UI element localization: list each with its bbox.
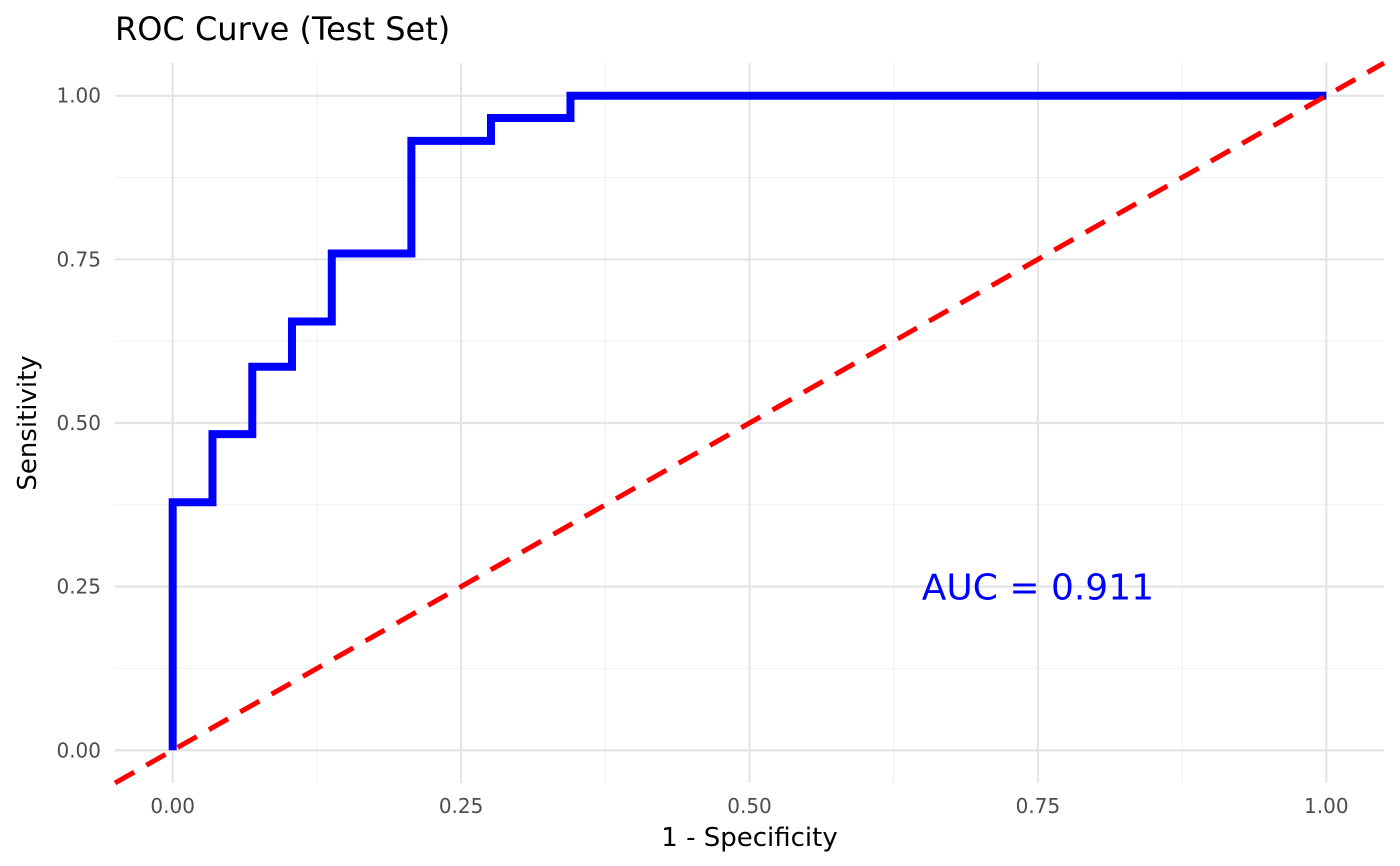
y-tick-label: 0.50 xyxy=(56,411,101,435)
roc-step-curve xyxy=(168,91,1327,751)
x-tick-label: 0.50 xyxy=(727,794,772,818)
x-tick-label: 0.00 xyxy=(150,794,195,818)
reference-diagonal-line xyxy=(113,60,1386,786)
x-tick-label: 0.75 xyxy=(1016,794,1061,818)
y-tick-label: 0.75 xyxy=(56,247,101,271)
series-layer xyxy=(113,60,1386,786)
y-tick-label: 0.25 xyxy=(56,575,101,599)
chart-title: ROC Curve (Test Set) xyxy=(115,10,450,48)
y-tick-label: 0.00 xyxy=(56,738,101,762)
x-tick-label: 1.00 xyxy=(1304,794,1349,818)
x-tick-label: 0.25 xyxy=(439,794,484,818)
y-axis-title: Sensitivity xyxy=(13,355,43,490)
tick-labels: 0.00 0.25 0.50 0.75 1.00 0.00 0.25 0.50 0.75 1.00 xyxy=(56,84,1348,818)
auc-annotation: AUC = 0.911 xyxy=(922,568,1154,609)
annotations: AUC = 0.911 xyxy=(922,568,1154,609)
x-axis-title: 1 - Specificity xyxy=(661,823,837,853)
y-tick-label: 1.00 xyxy=(56,84,101,108)
